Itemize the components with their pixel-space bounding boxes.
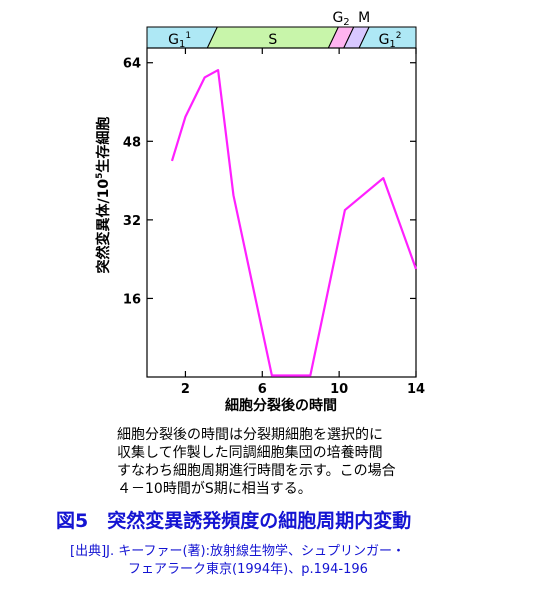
- y-tick-label: 64: [123, 57, 141, 72]
- plot-area-frame: [146, 47, 417, 378]
- x-axis-ticks: 2 6 10 14: [181, 48, 425, 397]
- y-axis-label: 突然変異体/105生存細胞: [95, 117, 112, 274]
- y-axis-label-main: 突然変異体/10: [95, 179, 112, 274]
- m-label: M: [358, 10, 370, 26]
- mutation-chart: G11 S G12 G2 M 16 32 48 64 2 6 10 14 細胞分裂後の時間 突然変…: [95, 10, 425, 414]
- x-tick-label: 6: [258, 382, 267, 397]
- figure-title: 図5 突然変異誘発頻度の細胞周期内変動: [56, 510, 412, 532]
- figure-caption: 細胞分裂後の時間は分裂期細胞を選択的に 収集して作製した同調細胞集団の培養時間 …: [117, 427, 396, 497]
- g2-label: G2: [332, 10, 349, 28]
- y-tick-label: 32: [123, 214, 141, 229]
- phase-label: S: [268, 32, 277, 48]
- g2-m-labels: G2 M: [332, 10, 370, 28]
- source-line-1: [出典]J. キーファー(著):放射線生物学、シュプリンガー・: [70, 544, 405, 559]
- x-tick-label: 10: [330, 382, 348, 397]
- mutation-frequency-line: [170, 68, 418, 377]
- y-tick-label: 16: [123, 292, 141, 307]
- x-axis-label: 細胞分裂後の時間: [225, 397, 337, 414]
- y-axis-label-sup: 5: [95, 173, 105, 179]
- phase-label: G11: [168, 31, 191, 50]
- cell-cycle-phase-bar: G11 S G12: [146, 26, 417, 50]
- source-line-2: フェアラーク東京(1994年)、p.194-196: [128, 562, 368, 577]
- y-axis-ticks: 16 32 48 64: [123, 57, 416, 307]
- x-tick-label: 14: [407, 382, 425, 397]
- x-tick-label: 2: [181, 382, 190, 397]
- y-tick-label: 48: [123, 135, 141, 150]
- phase-label: G12: [379, 31, 402, 50]
- y-axis-label-tail: 生存細胞: [95, 117, 112, 173]
